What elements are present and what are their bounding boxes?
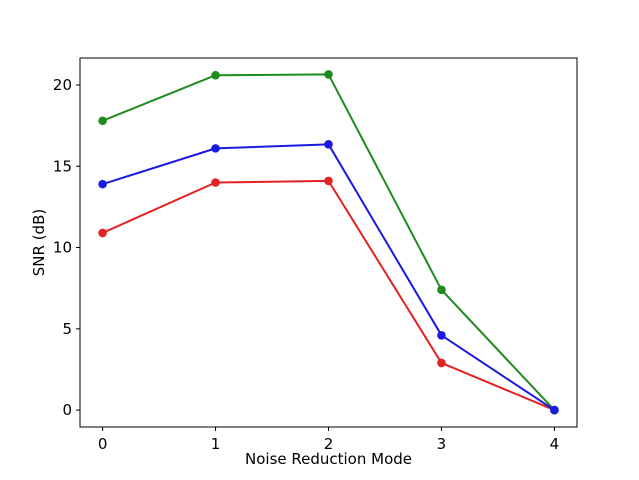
x-tick-label: 4 (550, 435, 560, 453)
red-series-marker (211, 178, 220, 187)
green-series-marker (324, 70, 333, 79)
blue-series-marker (437, 331, 446, 340)
y-tick-label: 0 (62, 401, 72, 419)
plot-layer: 0 1 2 3 4 0 5 10 15 20 (53, 57, 578, 453)
y-tick-label: 15 (53, 157, 72, 175)
x-axis-label: Noise Reduction Mode (245, 450, 412, 468)
y-tick-label: 10 (53, 239, 72, 257)
blue-series-marker (211, 144, 220, 153)
x-tick-label: 2 (324, 435, 334, 453)
blue-series-marker (98, 179, 107, 189)
plot-area (79, 57, 578, 428)
red-series-marker (324, 176, 333, 186)
blue-series-marker (324, 140, 333, 149)
red-series-marker (98, 228, 107, 238)
y-axis-label: SNR (dB) (30, 209, 48, 276)
x-tick-label: 1 (211, 435, 221, 453)
blue-series-marker (550, 405, 559, 415)
y-tick-label: 5 (62, 320, 72, 338)
x-tick-label: 3 (437, 435, 447, 453)
green-series-marker (211, 70, 220, 80)
green-series-marker (98, 116, 107, 126)
x-tick-label: 0 (98, 435, 108, 453)
y-tick-label: 20 (53, 76, 72, 94)
green-series-marker (437, 285, 446, 295)
red-series-marker (437, 358, 446, 368)
